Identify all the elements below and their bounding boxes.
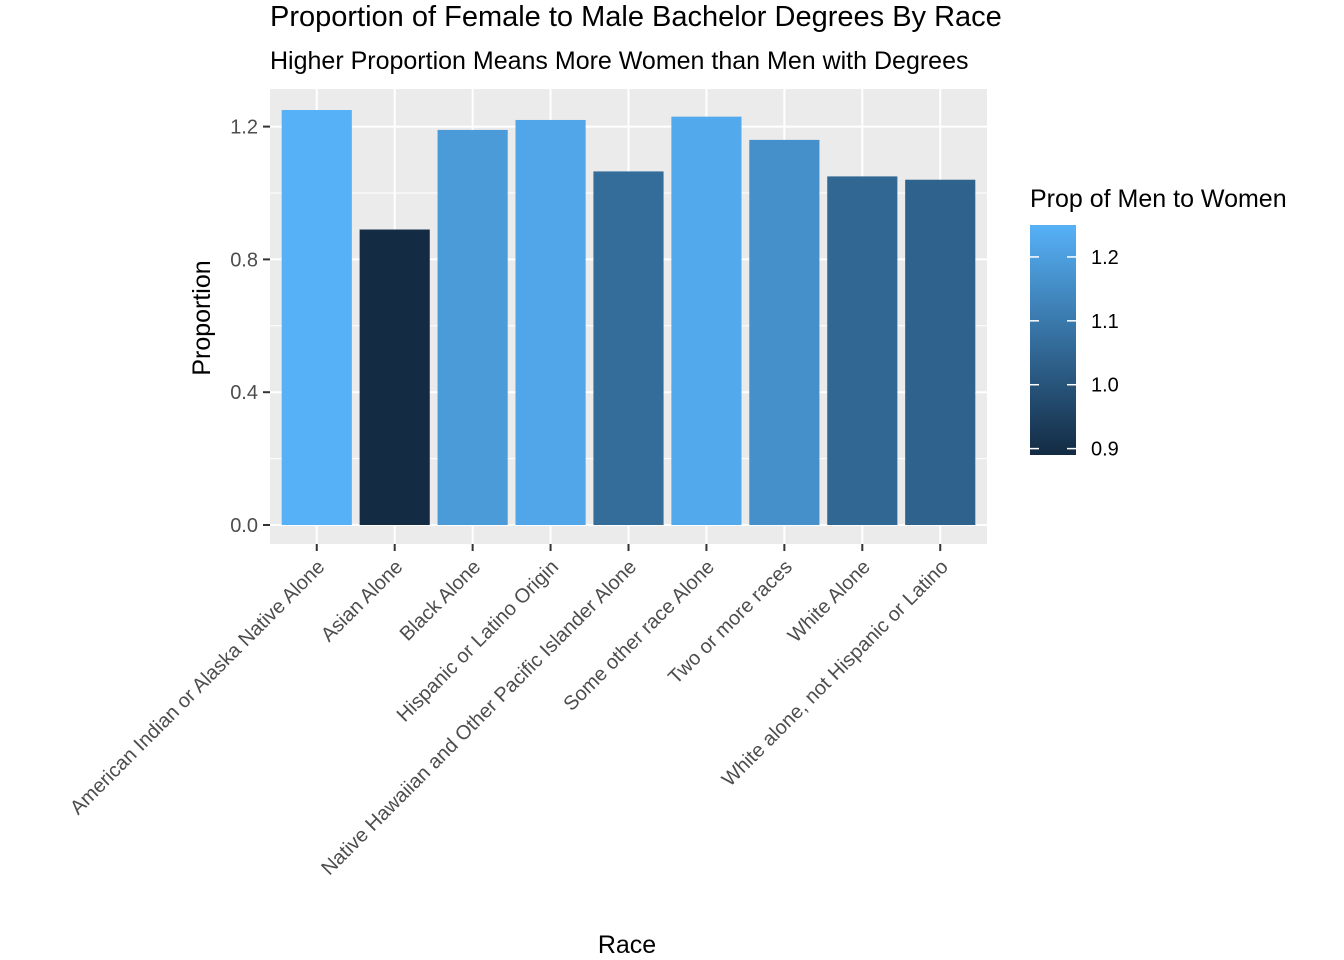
y-axis-title: Proportion bbox=[188, 260, 216, 375]
bar bbox=[671, 116, 742, 525]
y-tick-label: 0.4 bbox=[230, 382, 258, 404]
bars-group bbox=[281, 110, 976, 526]
legend-title: Prop of Men to Women bbox=[1030, 185, 1287, 213]
bar bbox=[905, 179, 976, 525]
x-axis: American Indian or Alaska Native AloneAs… bbox=[66, 544, 953, 880]
y-tick-label: 0.8 bbox=[230, 249, 258, 271]
legend-tick-label: 1.1 bbox=[1091, 311, 1119, 333]
bar bbox=[359, 229, 430, 525]
x-axis-title: Race bbox=[598, 931, 656, 959]
x-tick-label: Hispanic or Latino Origin bbox=[393, 556, 563, 726]
bar bbox=[749, 139, 820, 525]
legend: Prop of Men to Women 0.9 1.0 1.1 1.2 bbox=[1030, 185, 1287, 461]
bar bbox=[437, 129, 508, 526]
legend-tick-label: 1.0 bbox=[1091, 375, 1119, 397]
chart-subtitle: Higher Proportion Means More Women than … bbox=[270, 47, 968, 75]
y-axis: 0.0 0.4 0.8 1.2 bbox=[230, 117, 270, 537]
bar bbox=[281, 110, 352, 525]
chart-title: Proportion of Female to Male Bachelor De… bbox=[270, 1, 1002, 33]
legend-tick-label: 0.9 bbox=[1091, 439, 1119, 461]
legend-tick-label: 1.2 bbox=[1091, 247, 1119, 269]
bar bbox=[593, 171, 664, 526]
legend-ticks: 0.9 1.0 1.1 1.2 bbox=[1030, 247, 1119, 461]
bar bbox=[827, 176, 898, 525]
x-tick-label: American Indian or Alaska Native Alone bbox=[66, 556, 329, 819]
x-tick-label: Asian Alone bbox=[317, 556, 407, 646]
legend-colorbar bbox=[1030, 225, 1076, 455]
bar bbox=[515, 119, 586, 526]
y-tick-label: 0.0 bbox=[230, 515, 258, 537]
y-tick-label: 1.2 bbox=[230, 117, 258, 139]
x-tick-label: Some other race Alone bbox=[560, 556, 719, 715]
